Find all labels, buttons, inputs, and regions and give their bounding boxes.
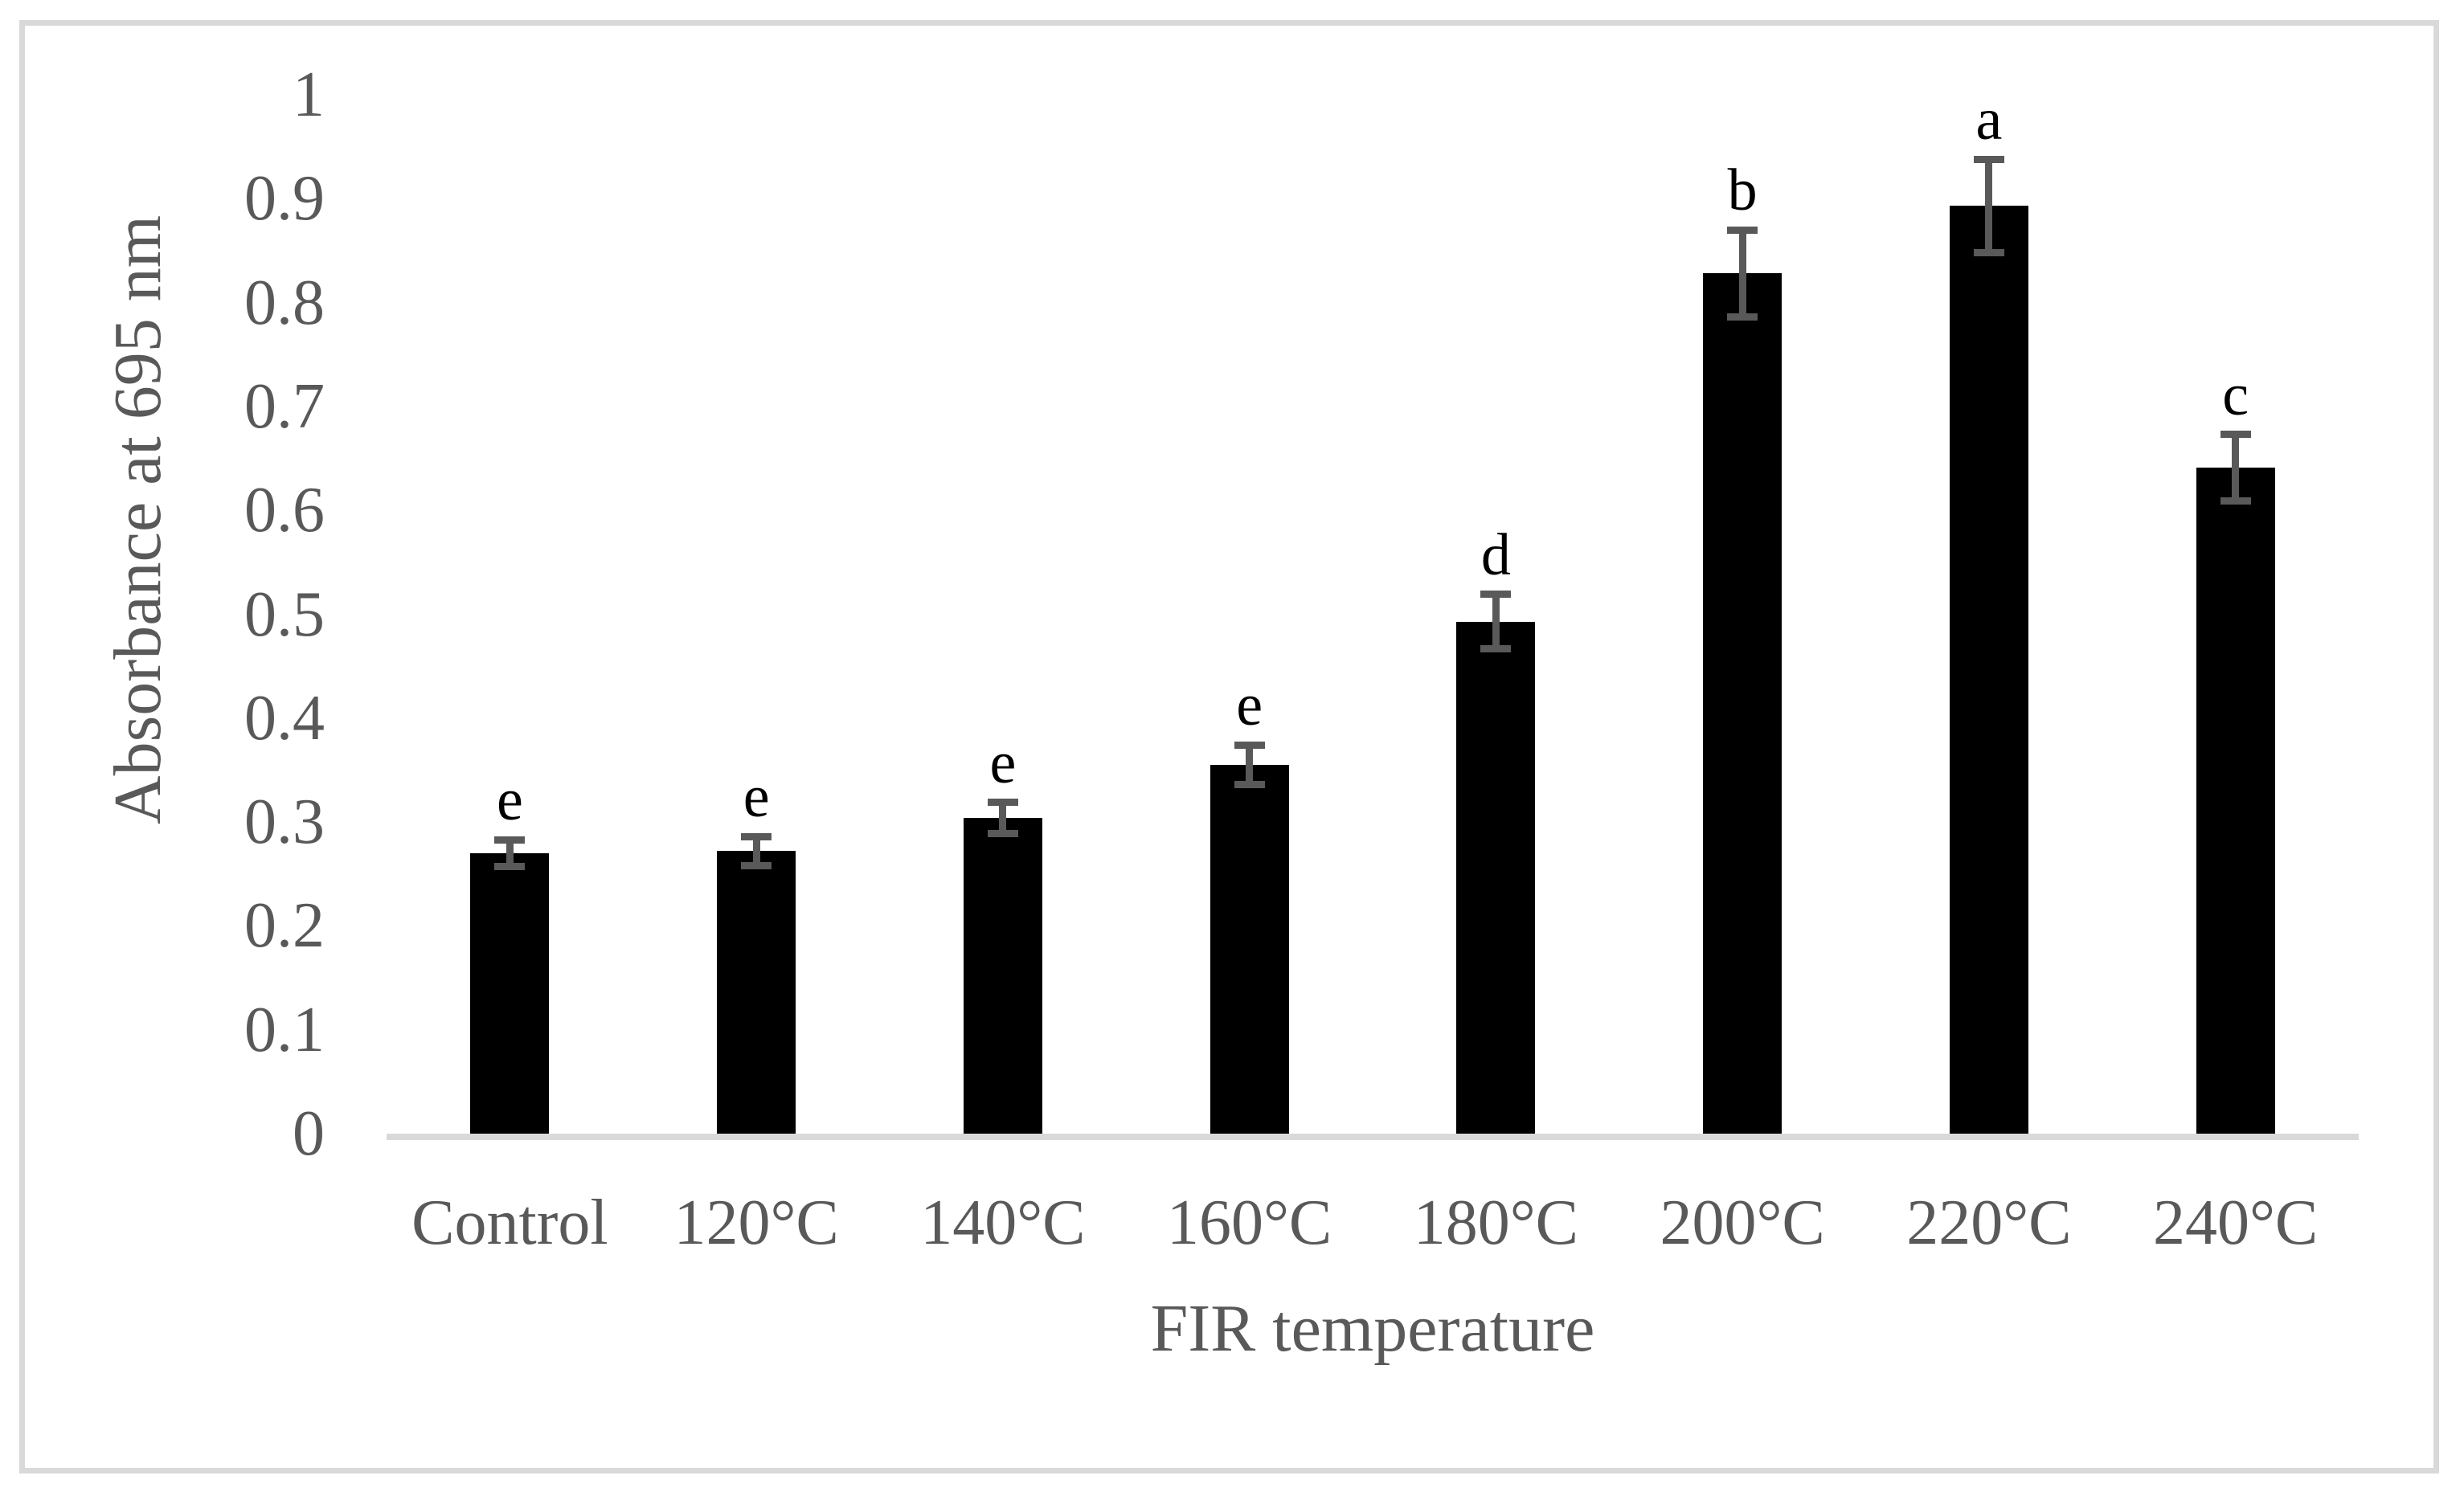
significance-letter: b [1727,157,1758,224]
figure-border [19,20,2439,1474]
y-tick-label: 0.6 [244,475,325,546]
x-tick-label: 220°C [1906,1187,2072,1258]
y-tick-label: 0.2 [244,890,325,962]
y-tick-label: 0.9 [244,163,325,235]
bar-160°C [1209,764,1289,1134]
x-axis-title: FIR temperature [1150,1291,1595,1366]
error-bar [2232,434,2240,501]
error-bar [505,840,514,867]
significance-letter: d [1480,521,1511,588]
y-tick-label: 0.1 [244,994,325,1065]
x-tick-label: 120°C [673,1187,839,1258]
significance-letter: e [1236,672,1263,739]
bar-240°C [2196,468,2275,1134]
error-bar [1738,230,1746,317]
error-bar-bottom-cap [1234,781,1265,789]
error-bar-top-cap [1973,155,2004,163]
y-tick-label: 0.5 [244,578,325,650]
bar-180°C [1456,621,1536,1134]
error-bar-top-cap [741,832,772,840]
significance-letter: c [2222,362,2249,428]
x-tick-label: 200°C [1660,1187,1825,1258]
error-bar-bottom-cap [987,829,1018,837]
significance-letter: e [496,767,523,834]
bar-140°C [963,817,1042,1134]
x-axis-line [387,1134,2359,1140]
error-bar-bottom-cap [1480,644,1512,652]
error-bar-bottom-cap [741,861,772,869]
y-tick-label: 0.4 [244,682,325,754]
error-bar-top-cap [1727,226,1758,234]
y-tick-label: 0 [293,1098,325,1169]
error-bar [999,802,1007,834]
error-bar-top-cap [2220,431,2251,439]
x-tick-label: 160°C [1166,1187,1332,1258]
error-bar-top-cap [494,836,526,844]
error-bar [1985,159,1993,253]
y-tick-label: 1 [293,59,325,130]
error-bar-top-cap [1480,591,1512,599]
significance-letter: e [743,764,770,831]
y-tick-label: 0.7 [244,370,325,442]
error-bar-bottom-cap [1973,249,2004,257]
error-bar-bottom-cap [1727,313,1758,321]
bar-Control [470,852,550,1134]
error-bar-bottom-cap [494,863,526,871]
error-bar-top-cap [1234,741,1265,749]
significance-letter: e [989,730,1017,796]
error-bar-top-cap [987,799,1018,807]
bar-220°C [1949,206,2028,1134]
y-tick-label: 0.3 [244,787,325,858]
x-tick-label: 240°C [2152,1187,2319,1258]
error-bar [1246,745,1254,785]
significance-letter: a [1975,87,2003,153]
x-tick-label: 180°C [1413,1187,1579,1258]
x-tick-label: Control [411,1187,608,1258]
error-bar [752,836,760,866]
error-bar-bottom-cap [2220,497,2251,505]
bar-200°C [1703,273,1783,1134]
bar-120°C [717,851,796,1134]
x-tick-label: 140°C [920,1187,1086,1258]
error-bar [1492,594,1500,649]
y-tick-label: 0.8 [244,267,325,338]
